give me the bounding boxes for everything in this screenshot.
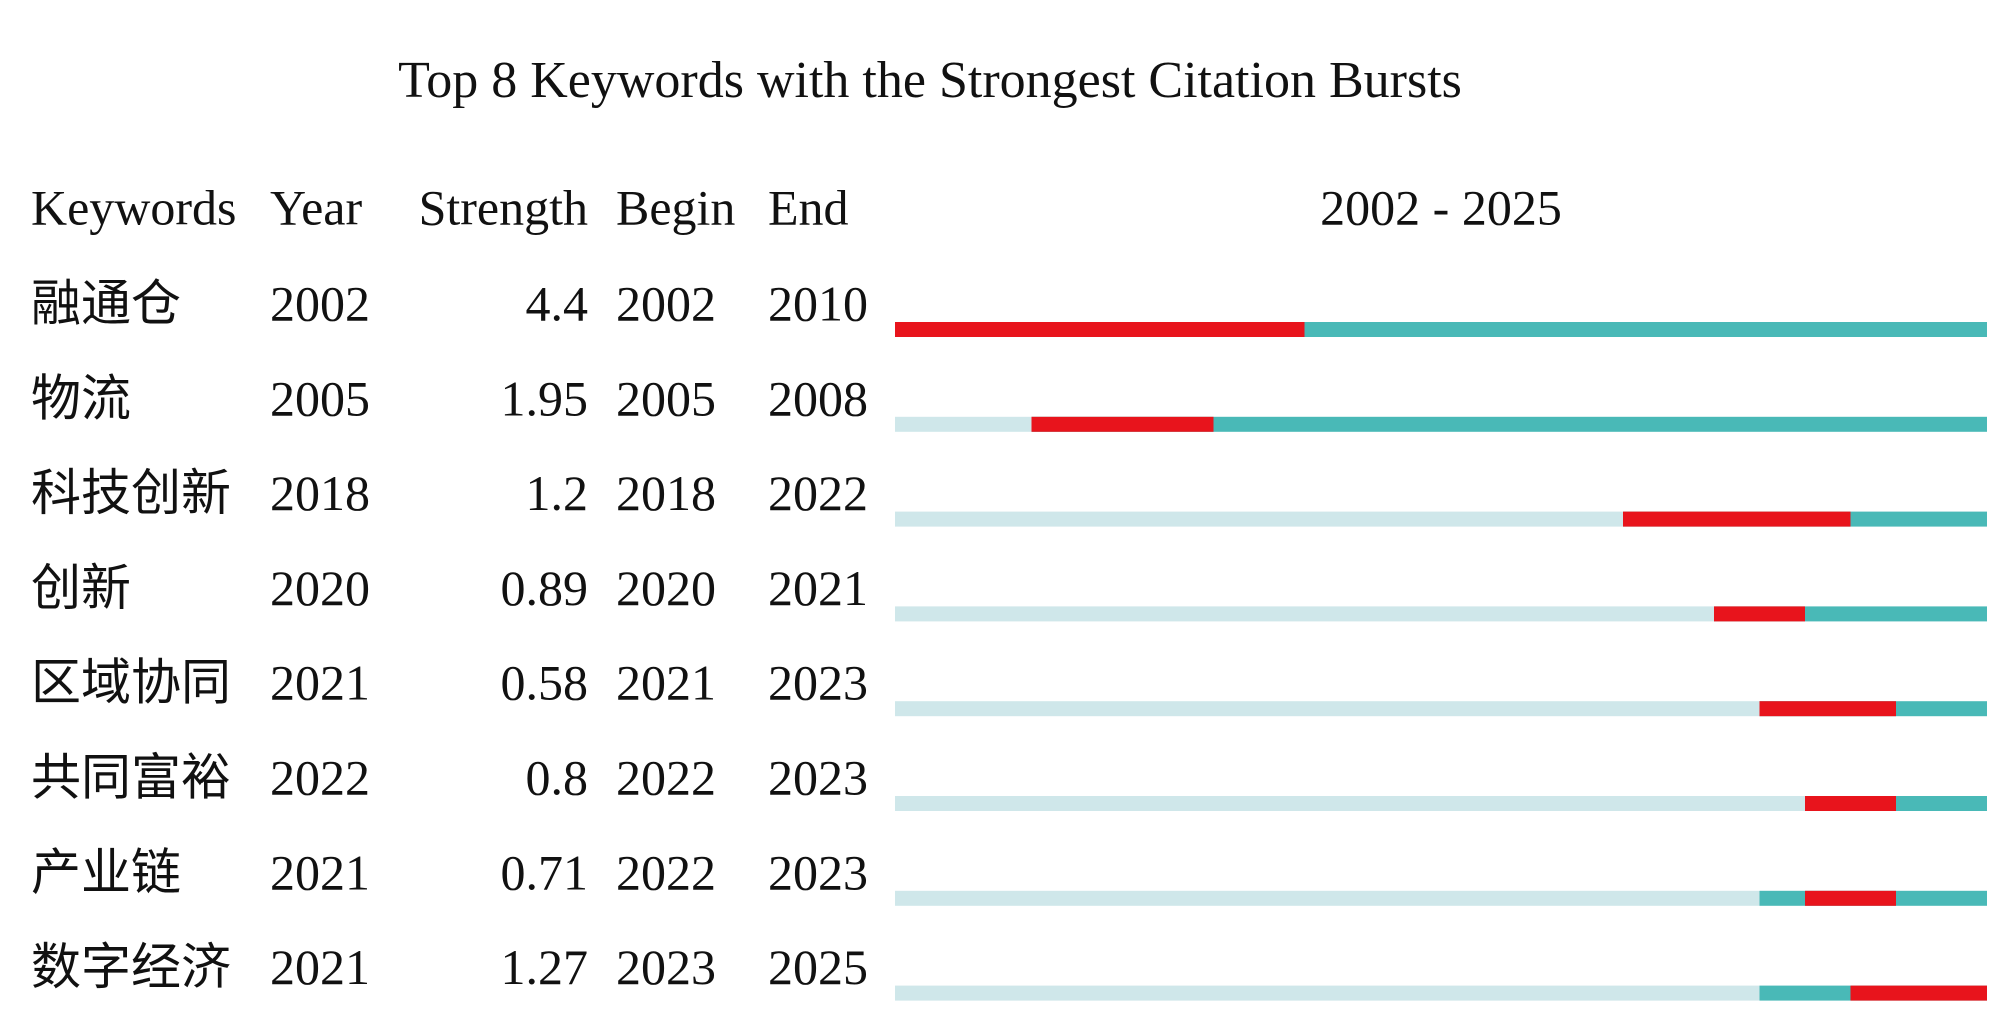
keyword: 产业链 <box>31 844 181 900</box>
range-label: 2002 - 2025 <box>1320 179 1562 235</box>
end-cell: 2010 <box>768 275 868 331</box>
end-cell: 2023 <box>768 844 868 900</box>
inactive-segment <box>895 416 1032 432</box>
strength-cell: 4.4 <box>526 275 589 331</box>
begin-cell: 2018 <box>616 465 716 521</box>
burst-segment <box>1714 606 1805 622</box>
begin-cell: 2023 <box>616 939 716 995</box>
burst-segment <box>1805 796 1896 811</box>
strength-cell: 1.95 <box>501 370 589 426</box>
inactive-segment <box>895 985 1760 1001</box>
column-header: Begin <box>616 179 735 235</box>
begin-cell: 2005 <box>616 370 716 426</box>
inactive-segment <box>895 606 1714 622</box>
strength-cell: 1.2 <box>526 465 589 521</box>
inactive-segment <box>895 511 1623 527</box>
keyword: 融通仓 <box>31 275 181 331</box>
keyword: 物流 <box>31 370 131 426</box>
burst-segment <box>895 322 1305 337</box>
column-header: Year <box>270 179 362 235</box>
end-cell: 2025 <box>768 939 868 995</box>
inactive-segment <box>895 796 1805 811</box>
keyword: 创新 <box>31 560 131 616</box>
year-cell: 2021 <box>270 939 370 995</box>
begin-cell: 2022 <box>616 844 716 900</box>
strength-cell: 0.89 <box>501 560 589 616</box>
column-header: Strength <box>419 179 588 235</box>
inactive-segment <box>895 890 1760 906</box>
year-cell: 2020 <box>270 560 370 616</box>
column-header: Keywords <box>31 179 237 235</box>
year-cell: 2002 <box>270 275 370 331</box>
end-cell: 2022 <box>768 465 868 521</box>
burst-segment <box>1850 985 1987 1001</box>
begin-cell: 2021 <box>616 655 716 711</box>
year-cell: 2022 <box>270 749 370 805</box>
burst-segment <box>1759 701 1896 717</box>
begin-cell: 2022 <box>616 749 716 805</box>
end-cell: 2023 <box>768 749 868 805</box>
keyword: 数字经济 <box>31 939 231 995</box>
burst-segment <box>1031 416 1214 432</box>
year-cell: 2005 <box>270 370 370 426</box>
end-cell: 2023 <box>768 655 868 711</box>
begin-cell: 2020 <box>616 560 716 616</box>
strength-cell: 0.8 <box>526 749 589 805</box>
year-cell: 2021 <box>270 844 370 900</box>
strength-cell: 0.71 <box>501 844 589 900</box>
strength-cell: 1.27 <box>501 939 589 995</box>
end-cell: 2021 <box>768 560 868 616</box>
chart-title: Top 8 Keywords with the Strongest Citati… <box>398 52 1462 109</box>
begin-cell: 2002 <box>616 275 716 331</box>
keyword: 区域协同 <box>31 655 231 711</box>
burst-segment <box>1805 890 1896 906</box>
inactive-segment <box>895 701 1760 717</box>
burst-segment <box>1623 511 1851 527</box>
year-cell: 2018 <box>270 465 370 521</box>
active-segment <box>1031 416 1987 432</box>
keyword: 共同富裕 <box>31 749 231 805</box>
year-cell: 2021 <box>270 655 370 711</box>
end-cell: 2008 <box>768 370 868 426</box>
keyword: 科技创新 <box>31 465 231 521</box>
strength-cell: 0.58 <box>501 655 589 711</box>
column-header: End <box>768 179 849 235</box>
